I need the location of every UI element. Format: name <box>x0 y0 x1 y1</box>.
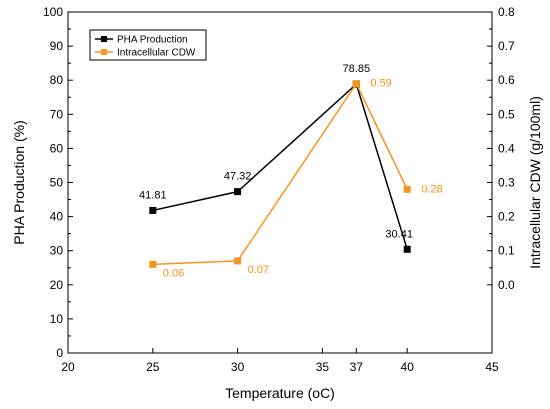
data-point <box>234 257 242 265</box>
left-axis-tick-labels: 0 10 20 30 40 50 60 70 80 90 100 <box>43 5 63 360</box>
left-tick-label: 100 <box>43 5 63 19</box>
left-tick-label: 60 <box>50 141 64 155</box>
left-tick-label: 70 <box>50 107 64 121</box>
left-tick-label: 10 <box>50 312 64 326</box>
data-label: 47.32 <box>224 171 252 183</box>
series-line-pha <box>152 82 408 250</box>
legend-box <box>89 29 207 61</box>
left-tick-label: 40 <box>50 210 64 224</box>
legend-label-pha: PHA Production <box>117 35 188 46</box>
x-tick-label: 40 <box>401 360 415 374</box>
y-axis-label-left: PHA Production (%) <box>11 120 27 245</box>
left-tick-label: 30 <box>50 244 64 258</box>
data-label: 0.28 <box>421 183 442 195</box>
data-label: 30.41 <box>385 228 413 240</box>
right-tick-label: 0.0 <box>498 278 515 292</box>
legend: PHA Production Intracellular CDW <box>89 29 207 61</box>
left-tick-label: 50 <box>50 176 64 190</box>
y-axis-label-right: Intracellular CDW (g/100ml) <box>527 96 543 269</box>
legend-label-cdw: Intracellular CDW <box>117 48 196 59</box>
right-tick-label: 0.5 <box>498 107 515 121</box>
x-tick-label: 25 <box>146 360 160 374</box>
data-point <box>234 188 242 196</box>
data-point <box>149 206 157 214</box>
x-tick-label: 20 <box>61 360 75 374</box>
x-axis-tick-labels: 20 25 30 35 37 40 45 <box>61 360 499 374</box>
right-tick-label: 0.6 <box>498 73 515 87</box>
legend-marker-cdw <box>101 49 107 55</box>
data-label: 0.07 <box>248 264 269 276</box>
legend-marker-pha <box>101 36 107 42</box>
data-label: 41.81 <box>139 189 167 201</box>
right-tick-label: 0.3 <box>498 176 515 190</box>
x-tick-label: 45 <box>485 360 499 374</box>
series-layer: 41.81 47.32 78.85 30.41 0.06 0.07 0.59 0.28 <box>139 63 443 279</box>
data-point <box>403 185 411 193</box>
x-tick-label: 37 <box>350 360 364 374</box>
x-tick-label: 35 <box>316 360 330 374</box>
left-tick-label: 90 <box>50 39 64 53</box>
right-tick-label: 0.4 <box>498 141 515 155</box>
right-tick-label: 0.2 <box>498 210 515 224</box>
data-label: 78.85 <box>343 63 371 75</box>
right-tick-label: 0.7 <box>498 39 515 53</box>
x-axis-label: Temperature (oC) <box>225 385 335 401</box>
data-label: 0.06 <box>163 267 184 279</box>
data-point <box>403 245 411 253</box>
data-point <box>352 80 360 88</box>
data-point <box>149 260 157 268</box>
series-line-cdw <box>152 82 408 266</box>
left-tick-label: 80 <box>50 73 64 87</box>
plot-frame <box>67 11 493 354</box>
right-tick-label: 0.8 <box>498 5 515 19</box>
left-tick-label: 0 <box>56 346 63 360</box>
right-tick-label: 0.1 <box>498 244 515 258</box>
x-tick-label: 30 <box>231 360 245 374</box>
left-tick-label: 20 <box>50 278 64 292</box>
right-axis-tick-labels: 0.0 0.1 0.2 0.3 0.4 0.5 0.6 0.7 0.8 <box>498 5 515 292</box>
data-label: 0.59 <box>370 78 391 90</box>
